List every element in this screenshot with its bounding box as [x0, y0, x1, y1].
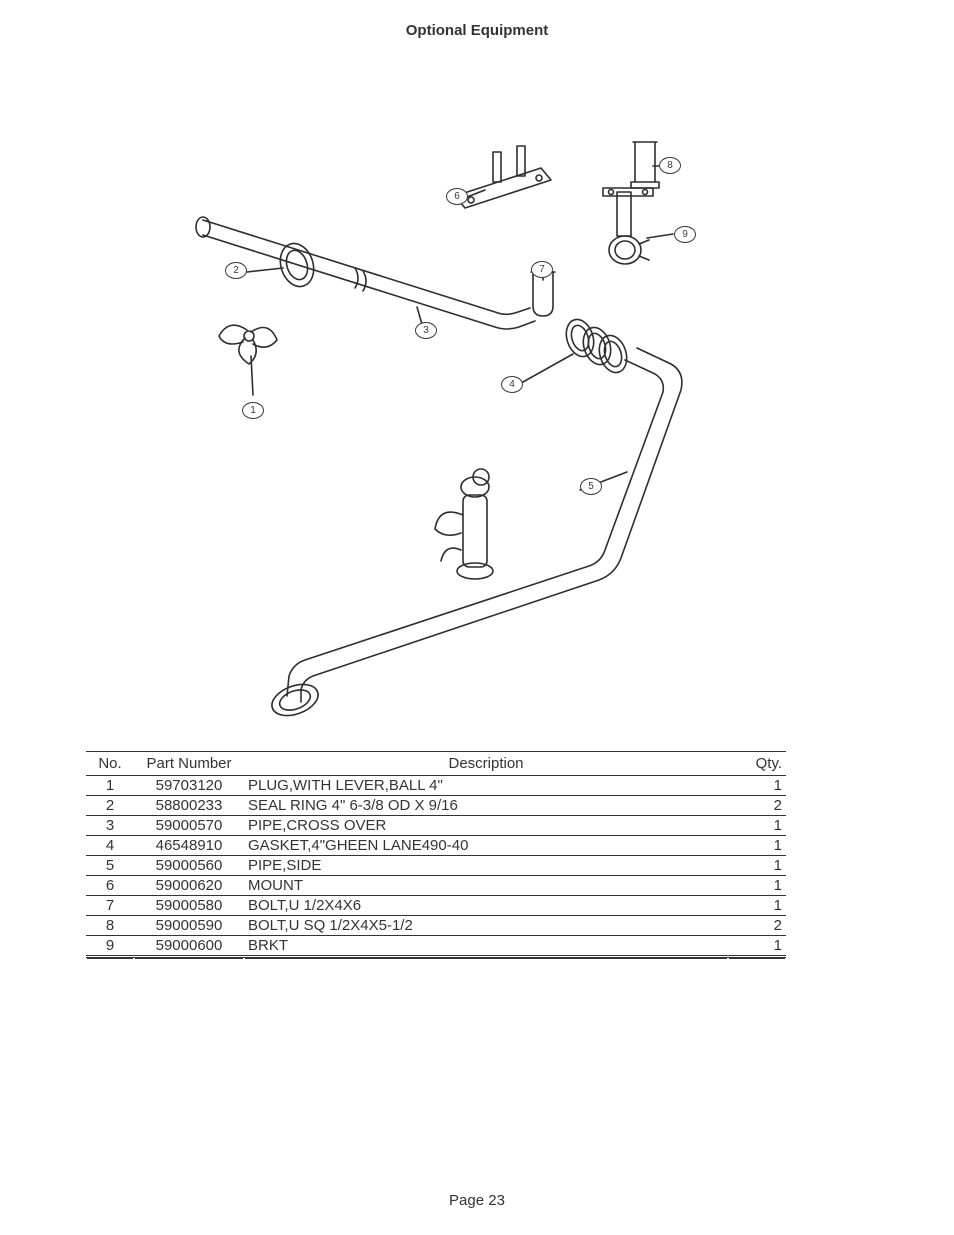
cell-qty: 1 [728, 836, 786, 856]
cell-description: GASKET,4"GHEEN LANE490-40 [244, 836, 728, 856]
table-row: 659000620MOUNT1 [86, 876, 786, 896]
cell-part-number: 59000600 [134, 936, 244, 957]
cell-no: 4 [86, 836, 134, 856]
callout-3: 3 [415, 322, 437, 339]
table-row: 446548910GASKET,4"GHEEN LANE490-401 [86, 836, 786, 856]
table-row: 258800233SEAL RING 4" 6-3/8 OD X 9/162 [86, 796, 786, 816]
cell-description: PIPE,CROSS OVER [244, 816, 728, 836]
callout-5: 5 [580, 478, 602, 495]
cell-qty: 2 [728, 916, 786, 936]
cell-part-number: 59000590 [134, 916, 244, 936]
cell-qty: 2 [728, 796, 786, 816]
table-row: 859000590BOLT,U SQ 1/2X4X5-1/22 [86, 916, 786, 936]
table-row: 159703120PLUG,WITH LEVER,BALL 4"1 [86, 776, 786, 796]
callout-1: 1 [242, 402, 264, 419]
cell-description: PLUG,WITH LEVER,BALL 4" [244, 776, 728, 796]
cell-description: BOLT,U 1/2X4X6 [244, 896, 728, 916]
cell-part-number: 59000620 [134, 876, 244, 896]
parts-table: No. Part Number Description Qty. 1597031… [86, 751, 786, 958]
cell-no: 1 [86, 776, 134, 796]
exploded-diagram: 1 2 3 4 5 6 7 8 9 [185, 120, 745, 720]
cell-description: MOUNT [244, 876, 728, 896]
cell-part-number: 59703120 [134, 776, 244, 796]
table-header-row: No. Part Number Description Qty. [86, 752, 786, 776]
cell-description: PIPE,SIDE [244, 856, 728, 876]
table-row: 759000580BOLT,U 1/2X4X61 [86, 896, 786, 916]
callout-2: 2 [225, 262, 247, 279]
callout-4: 4 [501, 376, 523, 393]
cell-no: 5 [86, 856, 134, 876]
cell-description: BOLT,U SQ 1/2X4X5-1/2 [244, 916, 728, 936]
cell-description: SEAL RING 4" 6-3/8 OD X 9/16 [244, 796, 728, 816]
cell-no: 7 [86, 896, 134, 916]
cell-no: 6 [86, 876, 134, 896]
callout-6: 6 [446, 188, 468, 205]
callout-8: 8 [659, 157, 681, 174]
cell-part-number: 58800233 [134, 796, 244, 816]
page-title: Optional Equipment [0, 0, 954, 39]
cell-part-number: 59000580 [134, 896, 244, 916]
header-part-number: Part Number [134, 752, 244, 776]
cell-part-number: 46548910 [134, 836, 244, 856]
cell-no: 3 [86, 816, 134, 836]
callout-9: 9 [674, 226, 696, 243]
cell-qty: 1 [728, 876, 786, 896]
cell-qty: 1 [728, 936, 786, 957]
callout-7: 7 [531, 261, 553, 278]
cell-qty: 1 [728, 776, 786, 796]
header-description: Description [244, 752, 728, 776]
table-row: 359000570PIPE,CROSS OVER1 [86, 816, 786, 836]
cell-no: 8 [86, 916, 134, 936]
table-row: 959000600BRKT1 [86, 936, 786, 957]
cell-qty: 1 [728, 856, 786, 876]
header-qty: Qty. [728, 752, 786, 776]
page-number: Page 23 [0, 1192, 954, 1209]
header-no: No. [86, 752, 134, 776]
cell-part-number: 59000560 [134, 856, 244, 876]
cell-no: 9 [86, 936, 134, 957]
diagram-svg [185, 120, 745, 720]
cell-no: 2 [86, 796, 134, 816]
cell-qty: 1 [728, 816, 786, 836]
cell-qty: 1 [728, 896, 786, 916]
table-row: 559000560PIPE,SIDE1 [86, 856, 786, 876]
cell-description: BRKT [244, 936, 728, 957]
cell-part-number: 59000570 [134, 816, 244, 836]
